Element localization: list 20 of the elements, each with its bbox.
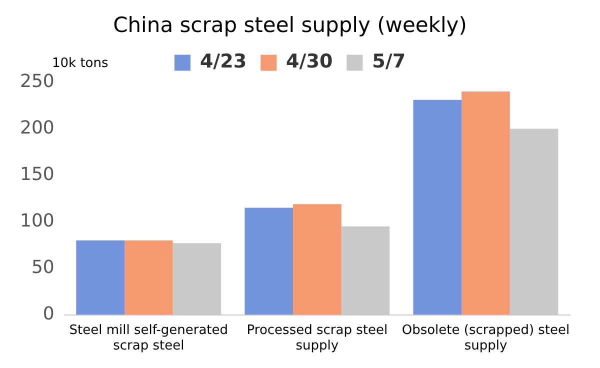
y-tick-label: 150 xyxy=(20,164,54,185)
y-tick-label: 50 xyxy=(31,256,54,278)
legend-label: 4/23 xyxy=(200,50,247,73)
bar xyxy=(293,204,342,315)
x-tick-label: Steel mill self-generated scrap steel xyxy=(69,322,228,354)
bar xyxy=(413,100,462,315)
chart-title: China scrap steel supply (weekly) xyxy=(113,13,467,38)
y-tick-label: 250 xyxy=(20,70,54,92)
legend-label: 4/30 xyxy=(286,50,333,73)
y-tick-label: 200 xyxy=(20,117,54,138)
legend-label: 5/7 xyxy=(372,50,406,73)
bar xyxy=(124,240,173,315)
x-tick-label: Obsolete (scrapped) steel supply xyxy=(402,322,570,354)
y-tick-label: 0 xyxy=(42,303,54,324)
x-tick-label: Processed scrap steel supply xyxy=(246,322,388,354)
y-tick-label: 100 xyxy=(20,210,54,232)
bar xyxy=(244,208,294,315)
bar xyxy=(462,92,510,315)
bar xyxy=(76,240,124,315)
y-axis-title: 10k tons xyxy=(52,56,108,72)
